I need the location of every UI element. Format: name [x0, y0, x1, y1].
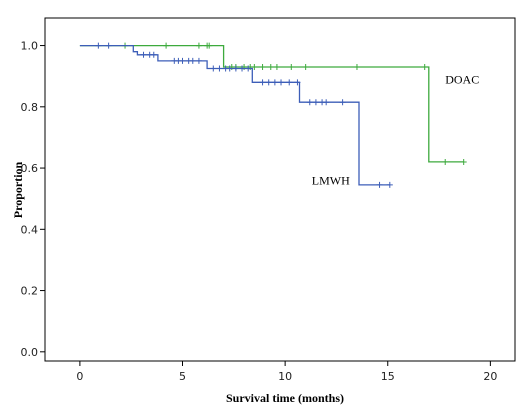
x-tick-label: 10	[278, 370, 292, 383]
censor-mark-lmwh	[323, 99, 330, 106]
y-tick-label: 0.4	[21, 223, 39, 236]
y-tick-label: 0.2	[21, 285, 39, 298]
censor-mark-doac	[251, 64, 258, 70]
censor-mark-doac	[273, 64, 280, 70]
censor-mark-lmwh	[386, 181, 393, 188]
censor-mark-lmwh	[339, 99, 346, 106]
censor-mark-doac	[442, 158, 449, 165]
censor-mark-lmwh	[150, 51, 157, 58]
series-line-doac	[79, 44, 464, 163]
censor-mark-lmwh	[286, 79, 293, 86]
censor-mark-lmwh	[278, 79, 285, 86]
y-tick-label: 0.8	[21, 101, 39, 114]
x-tick-label: 5	[179, 370, 186, 383]
y-tick-label: 0.6	[21, 162, 39, 175]
x-tick-label: 0	[76, 370, 83, 383]
censor-mark-lmwh	[95, 42, 102, 49]
series-label-doac: DOAC	[445, 72, 479, 86]
censor-mark-doac	[206, 42, 213, 49]
censor-mark-lmwh	[271, 79, 278, 86]
censor-mark-lmwh	[259, 79, 266, 86]
y-tick-label: 1.0	[21, 40, 39, 53]
censor-mark-lmwh	[312, 99, 319, 106]
censor-mark-doac	[353, 64, 360, 70]
censor-mark-lmwh	[232, 65, 239, 72]
series-label-lmwh: LMWH	[312, 173, 350, 187]
y-axis-title: Proportion	[11, 161, 25, 218]
censor-mark-doac	[259, 64, 266, 70]
censor-mark-lmwh	[294, 79, 301, 86]
censor-mark-lmwh	[239, 65, 246, 72]
censor-mark-doac	[302, 64, 309, 70]
axis-ticks: 0 5 10 15 20 0.0 0.2 0.4 0.6 0.8 1.0	[21, 40, 498, 383]
series-line-lmwh	[79, 44, 390, 186]
censor-mark-lmwh	[189, 57, 196, 64]
censor-mark-doac	[421, 64, 428, 70]
censor-mark-lmwh	[265, 79, 272, 86]
x-tick-label: 15	[381, 370, 395, 383]
censor-mark-lmwh	[226, 65, 233, 72]
censor-mark-lmwh	[245, 65, 252, 72]
censor-mark-lmwh	[140, 51, 147, 58]
censor-mark-lmwh	[179, 57, 186, 64]
censor-mark-lmwh	[210, 65, 217, 72]
y-tick-label: 0.0	[21, 346, 39, 359]
censor-mark-doac	[460, 158, 467, 165]
censor-mark-lmwh	[216, 65, 223, 72]
censor-mark-doac	[163, 42, 170, 49]
plot-frame	[44, 17, 516, 362]
censor-mark-doac	[288, 64, 295, 70]
censor-mark-lmwh	[376, 181, 383, 188]
censor-mark-doac	[195, 42, 202, 49]
x-tick-label: 20	[483, 370, 497, 383]
series-group: DOAC LMWH	[79, 42, 479, 188]
censor-mark-lmwh	[306, 99, 313, 106]
x-axis-title: Survival time (months)	[226, 391, 344, 405]
censor-mark-lmwh	[105, 42, 112, 49]
censor-mark-doac	[267, 64, 274, 70]
censor-mark-lmwh	[195, 57, 202, 64]
